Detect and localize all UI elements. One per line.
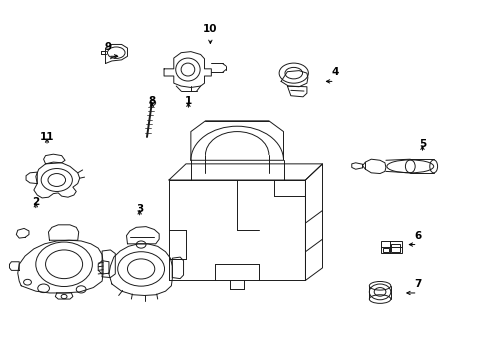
Text: 4: 4: [330, 67, 338, 77]
Text: 9: 9: [104, 42, 111, 52]
Text: 1: 1: [184, 96, 192, 106]
Bar: [380, 241, 401, 253]
Text: 11: 11: [40, 132, 54, 142]
Text: 8: 8: [148, 96, 155, 106]
Text: 2: 2: [32, 197, 40, 207]
Text: 3: 3: [136, 204, 143, 214]
Text: 5: 5: [418, 139, 425, 149]
Bar: [390, 244, 399, 252]
Text: 10: 10: [203, 24, 217, 35]
Bar: [382, 248, 388, 252]
Text: 6: 6: [413, 231, 420, 240]
Text: 7: 7: [413, 279, 421, 289]
